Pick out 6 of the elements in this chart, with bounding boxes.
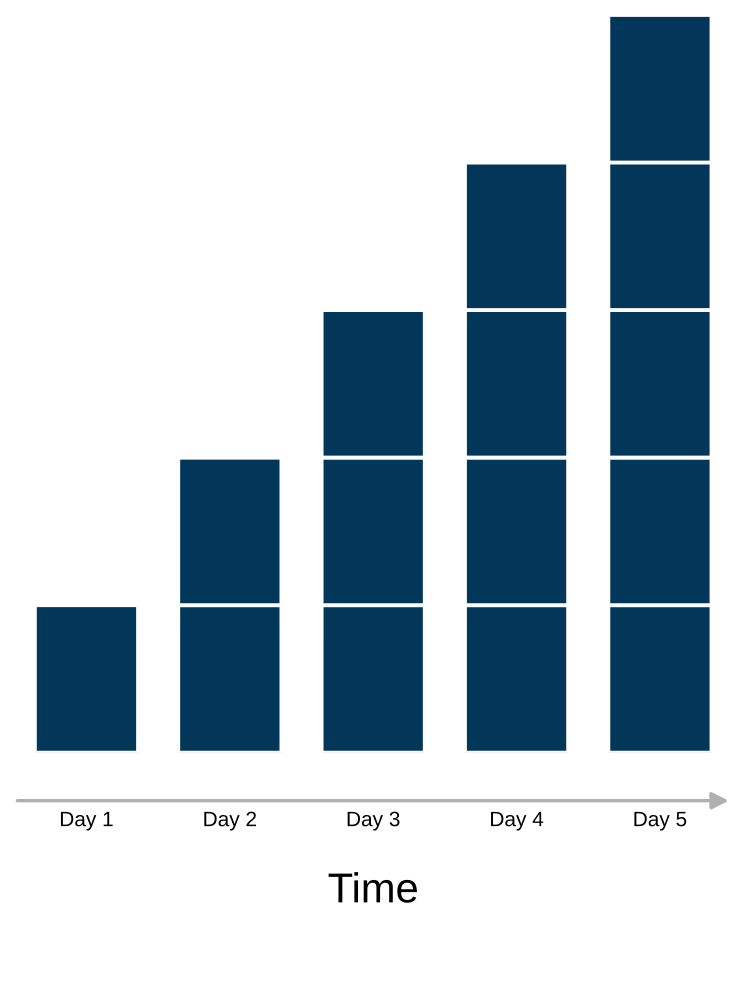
x-tick-label: Day 3	[348, 812, 400, 830]
x-tick-label: Day 4	[491, 812, 544, 830]
x-tick-label: Day 1	[60, 812, 113, 830]
x-tick-label: Day 2	[204, 812, 256, 830]
x-tick-label: Day 5	[634, 812, 686, 830]
x-axis-title: Time	[328, 872, 417, 903]
